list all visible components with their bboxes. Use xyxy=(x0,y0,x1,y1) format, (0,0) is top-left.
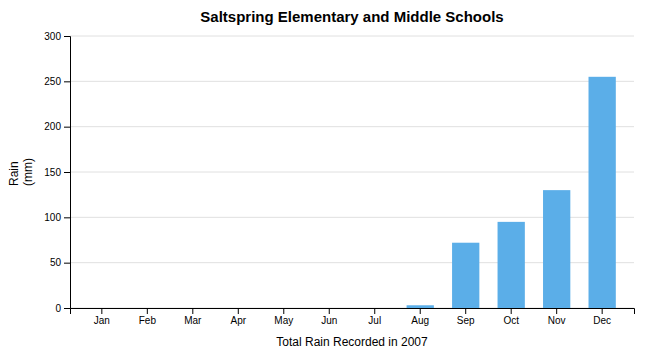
grid-line xyxy=(70,172,634,173)
y-tick-mark xyxy=(64,127,70,128)
bar xyxy=(361,308,388,309)
y-tick: 200 xyxy=(44,121,70,132)
x-tick-label: Jun xyxy=(321,315,337,326)
x-tick-label: Jul xyxy=(368,315,381,326)
bar xyxy=(498,222,525,308)
y-axis-line xyxy=(64,37,71,309)
bar xyxy=(270,308,297,309)
grid-line xyxy=(70,36,634,37)
x-tick-label: Feb xyxy=(139,315,157,326)
y-axis-title-line: (mm) xyxy=(21,158,35,186)
x-tick-label: Dec xyxy=(593,315,611,326)
grid-line xyxy=(70,81,634,82)
grid xyxy=(70,36,634,308)
x-tick-mark xyxy=(511,308,512,314)
chart-container: 0 50 100 150 200 250 300 Jan Feb Mar Apr May Jun Jul A… xyxy=(0,0,650,360)
x-axis-line xyxy=(71,309,635,315)
y-tick: 250 xyxy=(44,76,70,87)
x-tick-label: Jan xyxy=(94,315,110,326)
x-tick-label: May xyxy=(274,315,293,326)
x-tick-mark xyxy=(556,308,557,314)
x-tick-label: Aug xyxy=(411,315,429,326)
bar xyxy=(134,308,161,309)
x-tick-mark xyxy=(192,308,193,314)
bar xyxy=(225,308,252,309)
bar xyxy=(589,77,616,308)
y-tick-mark xyxy=(64,308,70,309)
plot-area: 0 50 100 150 200 250 300 Jan Feb Mar Apr May Jun Jul A… xyxy=(44,31,634,326)
x-tick: Nov xyxy=(548,308,566,326)
chart-svg: 0 50 100 150 200 250 300 Jan Feb Mar Apr May Jun Jul A… xyxy=(0,0,650,360)
y-tick: 100 xyxy=(44,212,70,223)
x-tick: Aug xyxy=(411,308,429,326)
y-tick-label: 50 xyxy=(50,257,62,268)
y-axis: 0 50 100 150 200 250 300 xyxy=(44,31,70,314)
x-tick-mark xyxy=(602,308,603,314)
y-axis-title-line: Rain xyxy=(7,158,21,186)
x-tick-mark xyxy=(374,308,375,314)
x-tick-mark xyxy=(101,308,102,314)
y-tick-label: 0 xyxy=(55,303,61,314)
x-tick: Jul xyxy=(368,308,381,326)
x-tick: Mar xyxy=(184,308,202,326)
title: Saltspring Elementary and Middle Schools xyxy=(200,8,503,25)
bar xyxy=(407,305,434,308)
x-tick-mark xyxy=(147,308,148,314)
x-tick: Feb xyxy=(139,308,157,326)
x-tick: Jun xyxy=(321,308,337,326)
x-tick-label: Mar xyxy=(184,315,202,326)
bar xyxy=(316,308,343,309)
y-tick-label: 250 xyxy=(44,76,61,87)
x-tick: Jan xyxy=(94,308,110,326)
x-tick: Dec xyxy=(593,308,611,326)
y-tick-mark xyxy=(64,172,70,173)
x-tick: May xyxy=(274,308,293,326)
bar xyxy=(543,190,570,308)
y-tick-label: 100 xyxy=(44,212,61,223)
y-tick: 50 xyxy=(50,257,70,268)
y-tick-mark xyxy=(64,217,70,218)
x-tick: Oct xyxy=(503,308,519,326)
grid-line xyxy=(70,126,634,127)
y-tick-label: 300 xyxy=(44,31,61,42)
y-tick-label: 150 xyxy=(44,167,61,178)
y-tick-mark xyxy=(64,263,70,264)
x-tick-mark xyxy=(283,308,284,314)
x-tick-label: Sep xyxy=(457,315,475,326)
x-tick-mark xyxy=(238,308,239,314)
x-tick-label: Nov xyxy=(548,315,566,326)
bar xyxy=(179,308,206,309)
bars xyxy=(407,77,616,308)
x-axis-title: Total Rain Recorded in 2007 xyxy=(276,335,428,349)
y-tick-mark xyxy=(64,36,70,37)
y-tick: 150 xyxy=(44,167,70,178)
y-tick-label: 200 xyxy=(44,121,61,132)
bar xyxy=(452,243,479,308)
x-tick-mark xyxy=(329,308,330,314)
x-tick: Sep xyxy=(457,308,475,326)
bar xyxy=(88,308,115,309)
y-tick-mark xyxy=(64,81,70,82)
x-tick-label: Apr xyxy=(231,315,247,326)
x-tick-mark xyxy=(465,308,466,314)
x-axis: Jan Feb Mar Apr May Jun Jul Aug Sep Oct Nov Dec xyxy=(71,308,635,326)
y-axis-title: Rain (mm) xyxy=(7,158,35,186)
x-tick-mark xyxy=(420,308,421,314)
x-tick-label: Oct xyxy=(503,315,519,326)
y-tick: 300 xyxy=(44,31,70,42)
y-tick: 0 xyxy=(55,303,70,314)
x-tick: Apr xyxy=(231,308,247,326)
